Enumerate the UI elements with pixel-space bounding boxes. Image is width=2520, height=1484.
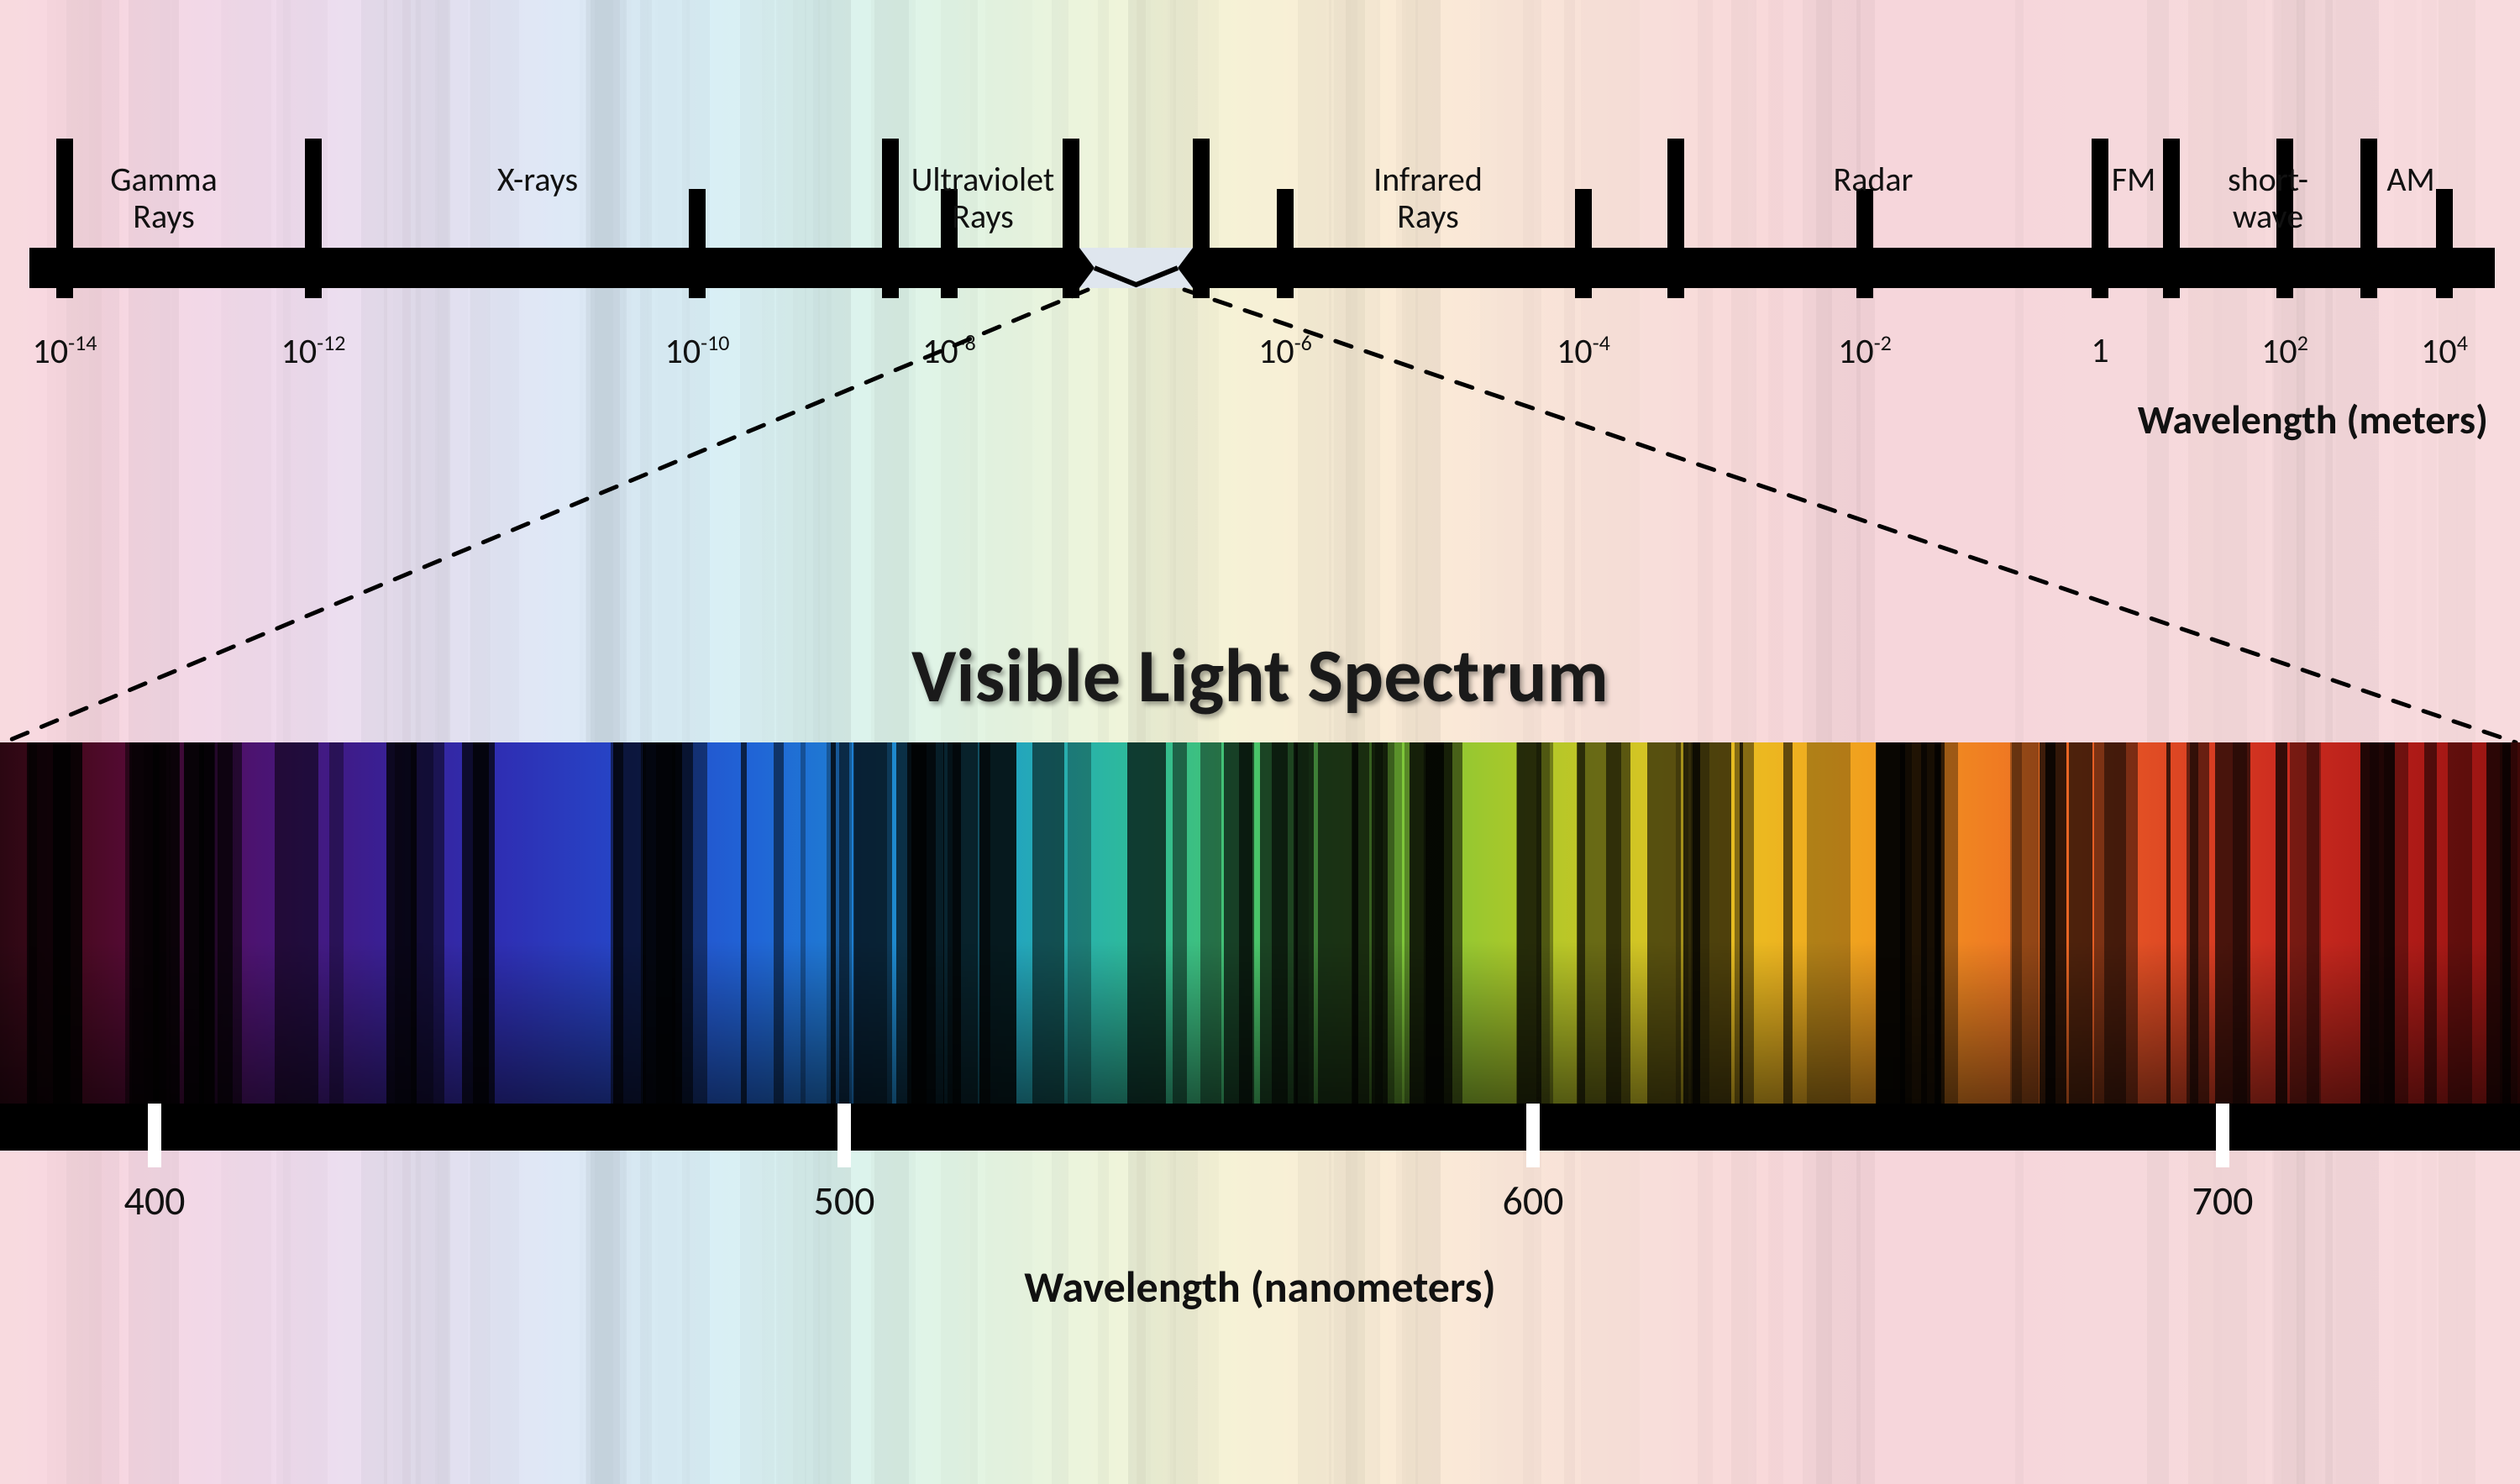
- visible-spectrum-title: Visible Light Spectrum: [911, 630, 1609, 722]
- visible-spectrum-dark-stripes: [0, 742, 2520, 1104]
- em-region-label: Radar: [1834, 161, 1914, 198]
- em-wavelength-value: 10-14: [33, 329, 97, 373]
- em-region-label: InfraredRays: [1373, 161, 1483, 235]
- em-region-label: UltravioletRays: [911, 161, 1054, 235]
- em-wavelength-value: 10-8: [922, 329, 976, 373]
- em-wavelength-value: 1: [2091, 329, 2108, 372]
- em-axis-title: Wavelength (meters): [2138, 395, 2488, 444]
- em-wavelength-value: 102: [2261, 329, 2308, 373]
- spectrum-diagram: GammaRays X-rays UltravioletRays InfraredRa…: [0, 0, 2520, 1484]
- em-wavelength-value: 10-10: [665, 329, 730, 373]
- visible-wavelength-value: 600: [1503, 1176, 1564, 1225]
- em-tick: [305, 139, 322, 298]
- visible-tick: [1526, 1104, 1540, 1167]
- em-tick: [2360, 139, 2377, 298]
- em-region-label: short-wave: [2228, 161, 2308, 235]
- em-wavelength-value: 10-4: [1557, 329, 1610, 373]
- em-tick: [2436, 189, 2453, 298]
- em-tick: [1277, 189, 1294, 298]
- em-wavelength-value: 104: [2421, 329, 2468, 373]
- visible-axis-title: Wavelength (nanometers): [1024, 1260, 1495, 1314]
- visible-tick: [837, 1104, 851, 1167]
- em-region-label: FM: [2112, 161, 2156, 198]
- visible-wavelength-value: 500: [814, 1176, 875, 1225]
- visible-axis-bar: [0, 1104, 2520, 1151]
- visible-tick: [148, 1104, 161, 1167]
- em-tick: [689, 189, 706, 298]
- em-tick: [882, 139, 899, 298]
- visible-tick: [2216, 1104, 2229, 1167]
- em-wavelength-value: 10-6: [1258, 329, 1312, 373]
- em-wavelength-value: 10-12: [281, 329, 346, 373]
- em-tick: [1193, 139, 1210, 298]
- visible-wavelength-value: 700: [2192, 1176, 2254, 1225]
- em-tick: [56, 139, 73, 298]
- em-tick: [1063, 139, 1079, 298]
- em-region-label: GammaRays: [110, 161, 217, 235]
- em-tick: [2092, 139, 2108, 298]
- em-region-label: AM: [2386, 161, 2434, 198]
- em-tick: [1575, 189, 1592, 298]
- em-axis-bar: [29, 248, 2495, 288]
- em-tick: [1856, 189, 1873, 298]
- em-region-label: X-rays: [497, 161, 578, 198]
- em-tick: [1667, 139, 1684, 298]
- em-tick: [2163, 139, 2180, 298]
- visible-wavelength-value: 400: [124, 1176, 186, 1225]
- em-wavelength-value: 10-2: [1838, 329, 1892, 373]
